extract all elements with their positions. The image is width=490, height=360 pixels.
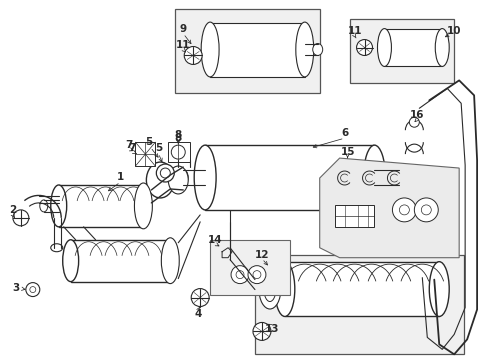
- Ellipse shape: [161, 238, 179, 284]
- Text: 11: 11: [347, 26, 362, 36]
- Text: 11: 11: [176, 40, 191, 50]
- Ellipse shape: [429, 262, 449, 316]
- Circle shape: [191, 289, 209, 306]
- Circle shape: [357, 40, 372, 55]
- Bar: [335, 205, 374, 227]
- Ellipse shape: [135, 185, 151, 227]
- Circle shape: [253, 323, 271, 340]
- Ellipse shape: [259, 269, 281, 309]
- Ellipse shape: [134, 183, 152, 229]
- Polygon shape: [319, 158, 459, 258]
- Ellipse shape: [275, 262, 295, 316]
- Circle shape: [231, 266, 249, 284]
- Text: 12: 12: [255, 250, 269, 260]
- Bar: [205, 145, 374, 210]
- Ellipse shape: [168, 166, 188, 194]
- Bar: [285, 262, 439, 316]
- Bar: [255, 255, 464, 354]
- Circle shape: [409, 117, 419, 127]
- Ellipse shape: [51, 185, 67, 227]
- Ellipse shape: [194, 145, 216, 210]
- Ellipse shape: [201, 22, 219, 77]
- Text: 15: 15: [341, 147, 355, 157]
- Text: 3: 3: [12, 283, 20, 293]
- Text: 6: 6: [341, 128, 348, 138]
- Circle shape: [415, 198, 438, 222]
- Circle shape: [392, 198, 416, 222]
- Ellipse shape: [51, 244, 63, 252]
- Ellipse shape: [394, 170, 404, 185]
- Bar: [175, 9, 319, 93]
- Circle shape: [253, 271, 261, 279]
- Ellipse shape: [40, 200, 48, 212]
- Bar: [210, 240, 290, 294]
- Ellipse shape: [63, 240, 78, 282]
- Text: 7: 7: [129, 143, 136, 153]
- Circle shape: [248, 266, 266, 284]
- Text: 5: 5: [155, 143, 162, 153]
- Text: 16: 16: [410, 110, 424, 120]
- Ellipse shape: [313, 44, 323, 55]
- Bar: [135, 142, 155, 166]
- Bar: [349, 19, 454, 84]
- Text: 13: 13: [265, 324, 279, 334]
- Bar: [385, 28, 442, 67]
- Circle shape: [30, 287, 36, 293]
- Ellipse shape: [162, 240, 178, 282]
- Bar: [168, 142, 190, 162]
- Text: 9: 9: [180, 24, 187, 33]
- Circle shape: [160, 168, 171, 178]
- Text: 8: 8: [174, 130, 182, 140]
- Ellipse shape: [264, 276, 276, 302]
- Ellipse shape: [147, 162, 174, 198]
- Ellipse shape: [435, 28, 449, 67]
- Circle shape: [399, 205, 409, 215]
- Text: 5: 5: [145, 137, 152, 147]
- Ellipse shape: [364, 145, 386, 210]
- Text: 10: 10: [447, 26, 462, 36]
- Circle shape: [13, 210, 29, 226]
- Circle shape: [26, 283, 40, 297]
- Text: 4: 4: [195, 310, 202, 319]
- Bar: [59, 185, 144, 227]
- Text: 8: 8: [174, 133, 182, 143]
- Bar: [210, 23, 305, 77]
- Text: 1: 1: [117, 172, 124, 182]
- Circle shape: [184, 46, 202, 64]
- Circle shape: [421, 205, 431, 215]
- Ellipse shape: [178, 170, 188, 185]
- Circle shape: [236, 271, 244, 279]
- Circle shape: [172, 145, 185, 159]
- Ellipse shape: [377, 28, 392, 67]
- Text: 2: 2: [9, 205, 17, 215]
- Bar: [71, 240, 171, 282]
- Ellipse shape: [156, 164, 174, 182]
- Ellipse shape: [296, 22, 314, 77]
- Text: 14: 14: [208, 235, 222, 245]
- Text: 7: 7: [125, 140, 132, 150]
